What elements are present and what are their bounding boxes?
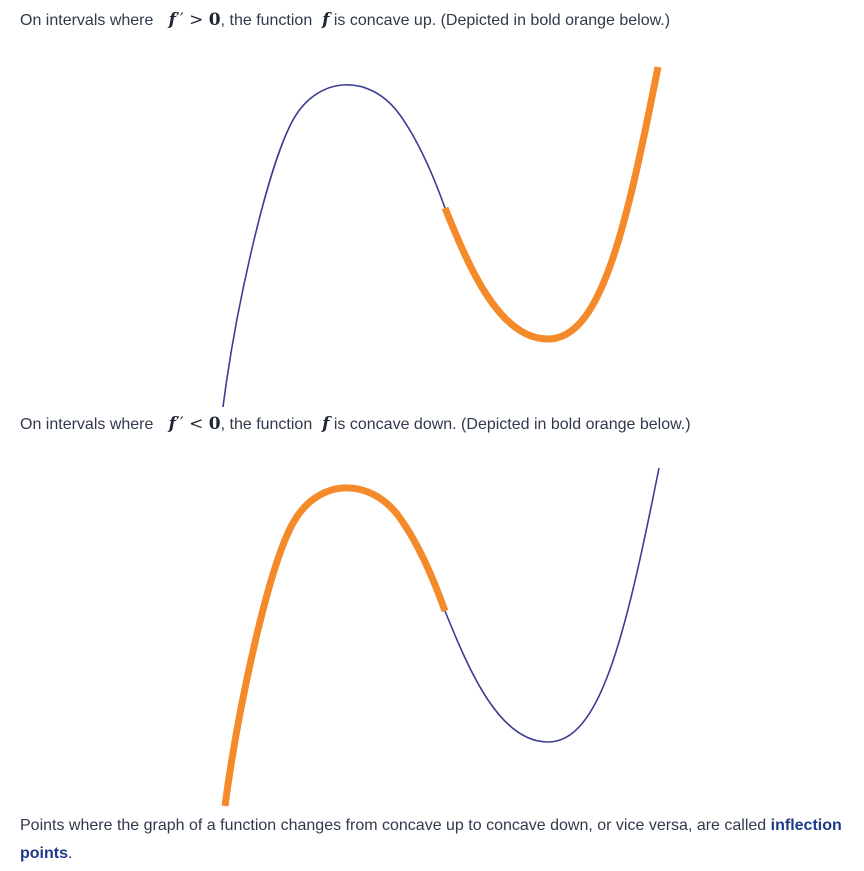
math-zero: 0 xyxy=(208,414,221,434)
sentence-middle: , the function xyxy=(220,416,313,433)
second-derivative-condition: f′′ > 0 xyxy=(158,10,221,30)
sentence-text: Points where the graph of a function cha… xyxy=(20,817,771,834)
sentence-suffix: is concave up. (Depicted in bold orange … xyxy=(333,12,671,29)
math-f: f xyxy=(168,414,176,434)
sentence-middle: , the function xyxy=(220,12,313,29)
math-function-f: f xyxy=(322,414,330,434)
concave-down-graph xyxy=(221,467,660,807)
math-function-f: f xyxy=(322,10,330,30)
math-zero: 0 xyxy=(208,10,221,30)
concave-up-sentence: On intervals where f′′ > 0, the function… xyxy=(20,6,670,35)
concave-up-graph xyxy=(222,66,662,407)
inflection-points-term: inflection points xyxy=(20,817,842,862)
sentence-end: . xyxy=(68,845,73,862)
sentence-suffix: is concave down. (Depicted in bold orang… xyxy=(333,416,691,433)
math-operator: ′′ > xyxy=(175,10,209,30)
concave-down-sentence: On intervals where f′′ < 0, the function… xyxy=(20,410,691,439)
math-operator: ′′ < xyxy=(175,414,209,434)
sentence-prefix: On intervals where xyxy=(20,416,154,433)
math-f: f xyxy=(168,10,176,30)
inflection-points-sentence: Points where the graph of a function cha… xyxy=(20,812,864,868)
second-derivative-condition: f′′ < 0 xyxy=(158,414,221,434)
concave-up-highlight xyxy=(441,66,662,343)
cubic-curve-right xyxy=(444,467,660,743)
concave-down-highlight xyxy=(221,484,449,807)
cubic-curve-left xyxy=(222,84,446,407)
sentence-prefix: On intervals where xyxy=(20,12,154,29)
